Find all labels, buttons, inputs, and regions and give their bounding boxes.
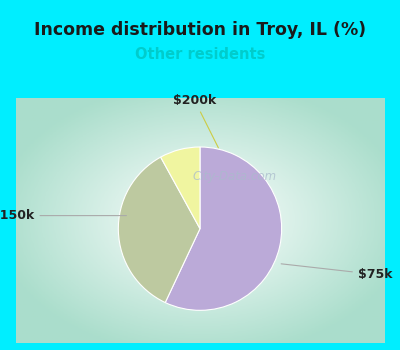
- Wedge shape: [118, 157, 200, 302]
- Text: Income distribution in Troy, IL (%): Income distribution in Troy, IL (%): [34, 21, 366, 39]
- Text: $150k: $150k: [0, 209, 126, 222]
- Text: Other residents: Other residents: [135, 47, 265, 62]
- Wedge shape: [161, 147, 200, 229]
- Text: City-Data.com: City-Data.com: [193, 170, 277, 183]
- Text: $200k: $200k: [173, 94, 218, 148]
- Wedge shape: [165, 147, 282, 310]
- Text: $75k: $75k: [281, 264, 392, 281]
